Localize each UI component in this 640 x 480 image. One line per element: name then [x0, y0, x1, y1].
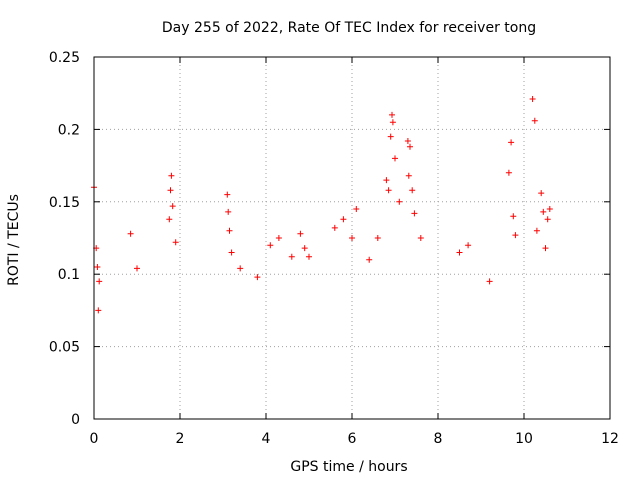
- data-point: [396, 198, 403, 205]
- data-point: [456, 249, 463, 256]
- data-point: [134, 265, 140, 272]
- data-points: [91, 96, 553, 314]
- data-point: [465, 242, 472, 249]
- data-point: [542, 245, 549, 252]
- data-point: [169, 203, 176, 210]
- x-tick-label: 2: [176, 431, 185, 447]
- data-point: [288, 253, 295, 260]
- data-point: [383, 177, 390, 184]
- data-point: [411, 210, 418, 217]
- data-point: [385, 187, 392, 194]
- y-tick-label: 0.1: [58, 267, 80, 283]
- data-point: [533, 227, 540, 234]
- data-point: [405, 172, 412, 179]
- data-point: [172, 239, 179, 246]
- x-axis-title: GPS time / hours: [290, 459, 407, 475]
- data-point: [96, 278, 103, 285]
- data-point: [389, 119, 396, 126]
- data-point: [353, 206, 360, 212]
- data-point: [331, 224, 338, 231]
- data-point: [508, 139, 515, 146]
- y-tick-label: 0.05: [49, 340, 80, 356]
- data-point: [540, 208, 547, 215]
- data-point: [228, 249, 235, 256]
- x-tick-label: 0: [90, 431, 99, 447]
- data-point: [301, 245, 308, 252]
- y-tick-label: 0.25: [49, 50, 80, 66]
- y-tick-label: 0.15: [49, 195, 80, 211]
- data-point: [349, 235, 355, 241]
- data-point: [306, 253, 312, 260]
- y-axis-title: ROTI / TECUs: [6, 194, 22, 286]
- y-tick-label: 0.2: [58, 122, 80, 138]
- data-point: [387, 133, 394, 140]
- data-point: [389, 111, 395, 118]
- data-point: [225, 208, 232, 215]
- data-point: [254, 274, 261, 281]
- data-point: [224, 191, 231, 198]
- data-point: [374, 235, 381, 241]
- data-point: [237, 265, 244, 272]
- data-point: [486, 278, 493, 285]
- data-point: [404, 138, 411, 144]
- data-point: [94, 264, 101, 270]
- y-tick-label: 0: [71, 412, 80, 428]
- data-point: [127, 230, 134, 237]
- x-tick-label: 12: [601, 431, 619, 447]
- data-point: [544, 216, 551, 223]
- data-point: [168, 172, 175, 179]
- x-tick-label: 4: [262, 431, 271, 447]
- data-point: [366, 256, 373, 263]
- data-point: [512, 232, 519, 239]
- data-point: [167, 187, 174, 194]
- data-point: [166, 216, 173, 223]
- data-point: [297, 230, 304, 237]
- data-point: [417, 235, 424, 241]
- data-point: [392, 155, 398, 162]
- data-point: [95, 307, 102, 314]
- data-point: [275, 235, 282, 241]
- data-point: [531, 117, 538, 124]
- data-point: [340, 216, 347, 223]
- data-point: [409, 187, 416, 194]
- data-point: [546, 206, 553, 212]
- data-point: [267, 242, 274, 249]
- data-point: [226, 227, 233, 234]
- data-point: [529, 96, 536, 102]
- x-tick-label: 10: [515, 431, 533, 447]
- data-point: [505, 169, 512, 176]
- chart-title: Day 255 of 2022, Rate Of TEC Index for r…: [162, 20, 536, 36]
- x-tick-label: 8: [434, 431, 443, 447]
- x-tick-label: 6: [348, 431, 357, 447]
- data-point: [510, 213, 517, 220]
- data-point: [538, 190, 545, 197]
- axis-ticks: 0 2 4 6 8 10 12 0 0.05 0.1 0.15 0.2 0.25: [49, 50, 619, 447]
- data-point: [407, 143, 413, 150]
